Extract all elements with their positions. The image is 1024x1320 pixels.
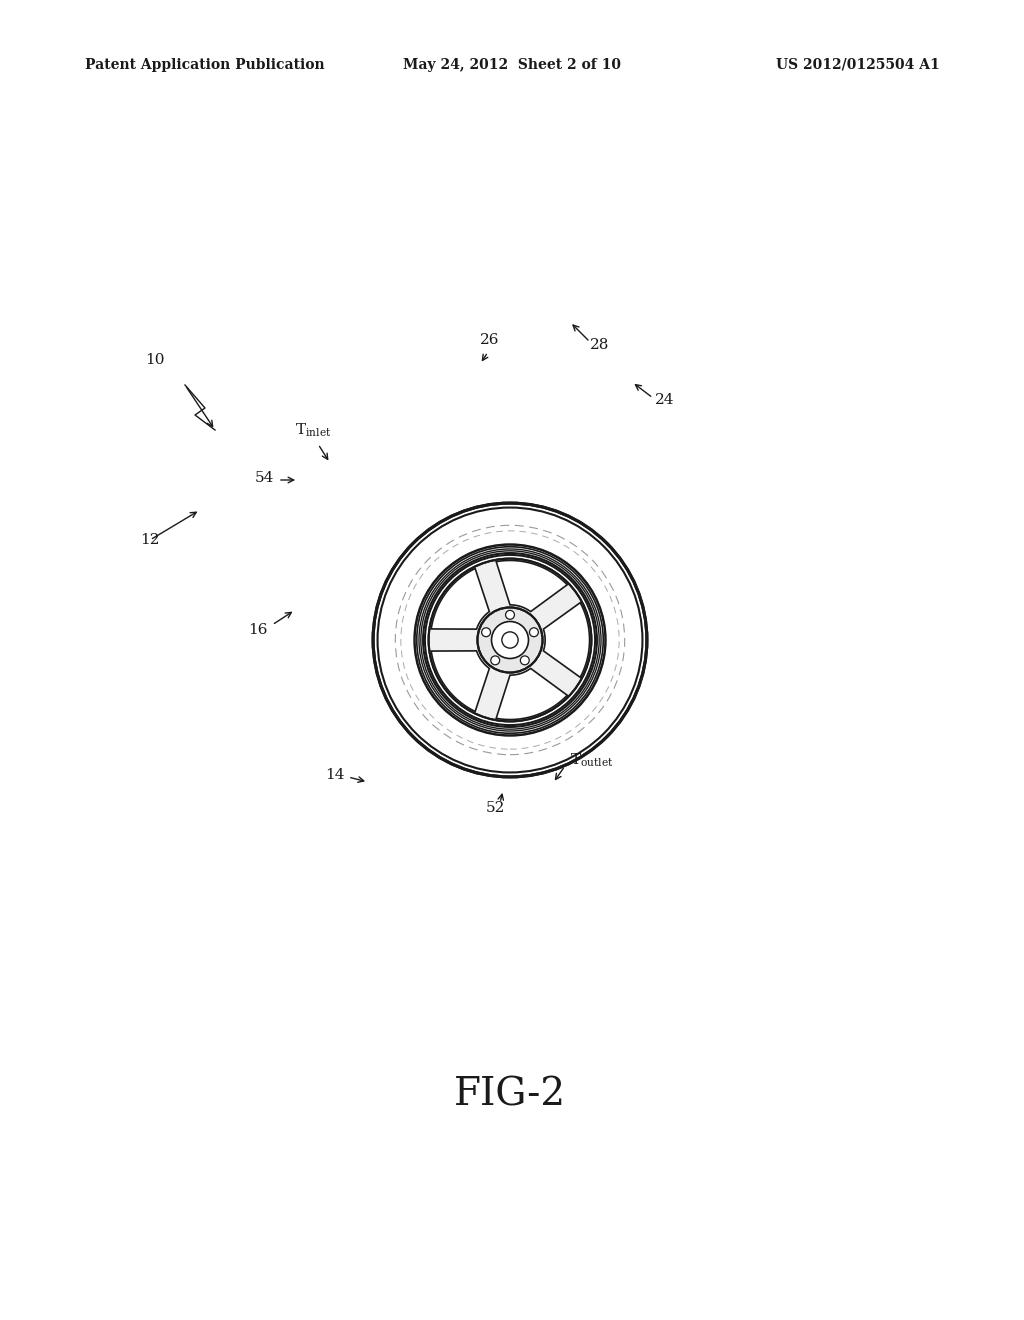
Polygon shape xyxy=(431,569,489,630)
Text: 28: 28 xyxy=(590,338,609,352)
Circle shape xyxy=(373,503,647,777)
Text: 12: 12 xyxy=(140,533,160,546)
Text: Patent Application Publication: Patent Application Publication xyxy=(85,58,325,73)
Circle shape xyxy=(520,656,529,665)
Text: FIG-2: FIG-2 xyxy=(454,1077,566,1114)
Text: 24: 24 xyxy=(655,393,675,407)
Text: 52: 52 xyxy=(485,801,505,814)
Text: 16: 16 xyxy=(249,623,268,638)
Circle shape xyxy=(481,628,490,636)
Circle shape xyxy=(490,656,500,665)
Text: 54: 54 xyxy=(255,471,274,484)
Circle shape xyxy=(477,607,543,673)
Circle shape xyxy=(429,558,592,722)
Text: 10: 10 xyxy=(145,352,165,367)
Circle shape xyxy=(529,628,539,636)
Polygon shape xyxy=(497,668,567,719)
Text: US 2012/0125504 A1: US 2012/0125504 A1 xyxy=(776,58,940,73)
Circle shape xyxy=(425,554,595,725)
Polygon shape xyxy=(431,651,489,711)
Circle shape xyxy=(502,632,518,648)
Polygon shape xyxy=(544,603,590,677)
Polygon shape xyxy=(497,561,567,611)
Text: 14: 14 xyxy=(326,768,345,781)
Circle shape xyxy=(506,610,514,619)
Text: $\mathregular{T}_{\mathregular{outlet}}$: $\mathregular{T}_{\mathregular{outlet}}$ xyxy=(570,751,613,768)
Circle shape xyxy=(492,622,528,659)
Text: May 24, 2012  Sheet 2 of 10: May 24, 2012 Sheet 2 of 10 xyxy=(403,58,621,73)
Text: $\mathregular{T}_{\mathregular{inlet}}$: $\mathregular{T}_{\mathregular{inlet}}$ xyxy=(295,421,332,438)
Text: 26: 26 xyxy=(480,333,500,347)
